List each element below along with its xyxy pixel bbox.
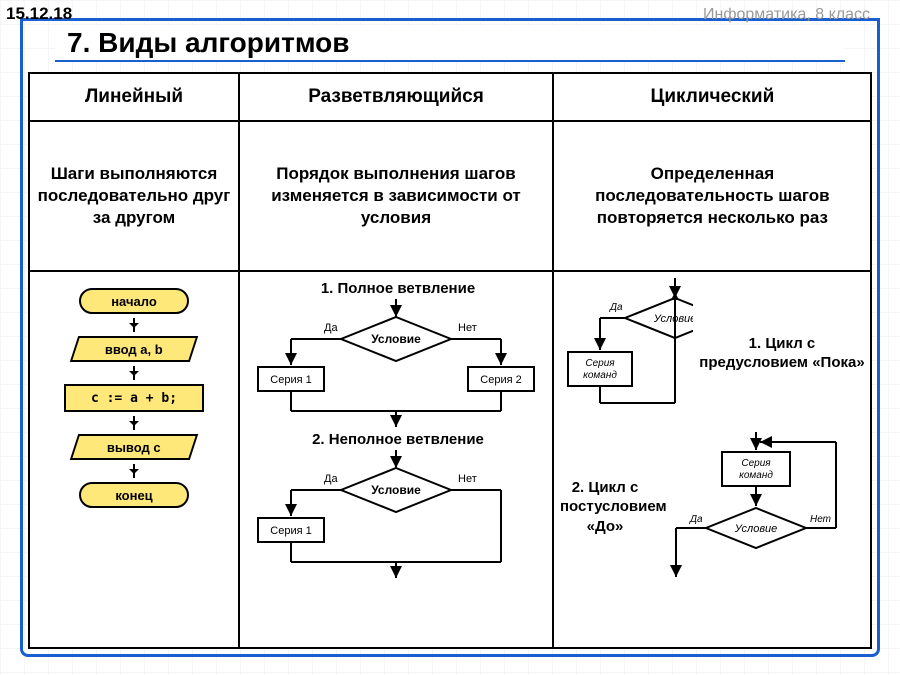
svg-text:Условие: Условие bbox=[734, 523, 778, 535]
desc-cycle: Определенная последовательность шагов по… bbox=[554, 122, 871, 272]
svg-text:Серия: Серия bbox=[741, 458, 771, 469]
desc-branch: Порядок выполнения шагов изменяется в за… bbox=[240, 122, 554, 272]
svg-text:команд: команд bbox=[739, 470, 773, 481]
branch-sub2: 2. Неполное ветвление bbox=[250, 431, 546, 448]
svg-text:Нет: Нет bbox=[810, 514, 831, 525]
diagram-linear: начало ввод a, b c := a + b; вывод c кон… bbox=[30, 272, 240, 647]
svg-text:Да: Да bbox=[609, 302, 623, 313]
col-head-cycle: Циклический bbox=[554, 74, 871, 122]
desc-linear: Шаги выполняются последовательно друг за… bbox=[30, 122, 240, 272]
diagram-branch: 1. Полное ветвление Условие Да Нет Серия bbox=[240, 272, 554, 647]
cycle-label1: 1. Цикл с предусловием «Пока» bbox=[699, 334, 865, 373]
linear-start: начало bbox=[79, 288, 189, 314]
algorithm-table: Линейный Разветвляющийся Циклический Шаг… bbox=[28, 72, 872, 649]
svg-text:Серия 1: Серия 1 bbox=[270, 525, 311, 537]
page-title: 7. Виды алгоритмов bbox=[55, 27, 349, 59]
full-branch-svg: Условие Да Нет Серия 1 Серия 2 bbox=[246, 299, 546, 429]
svg-text:Нет: Нет bbox=[458, 473, 477, 485]
col-head-linear: Линейный bbox=[30, 74, 240, 122]
linear-end: конец bbox=[79, 482, 189, 508]
while-svg: Условие Да Нет Серия команд bbox=[560, 278, 693, 428]
cycle-label2: 2. Цикл с постусловием «До» bbox=[560, 478, 650, 537]
title-bar: 7. Виды алгоритмов bbox=[55, 26, 845, 62]
partial-branch-svg: Условие Да Нет Серия 1 bbox=[246, 450, 546, 580]
svg-text:Условие: Условие bbox=[371, 483, 421, 497]
col-head-branch: Разветвляющийся bbox=[240, 74, 554, 122]
branch-sub1: 1. Полное ветвление bbox=[250, 280, 546, 297]
svg-text:Условие: Условие bbox=[653, 313, 694, 325]
svg-text:команд: команд bbox=[583, 370, 617, 381]
svg-text:Да: Да bbox=[324, 473, 338, 485]
svg-text:Серия 2: Серия 2 bbox=[480, 374, 521, 386]
svg-text:Да: Да bbox=[324, 322, 338, 334]
svg-text:Нет: Нет bbox=[458, 322, 477, 334]
linear-output: вывод c bbox=[70, 434, 198, 460]
subject-label: Информатика, 8 класс bbox=[703, 6, 870, 24]
svg-text:Серия: Серия bbox=[585, 358, 615, 369]
svg-text:Серия 1: Серия 1 bbox=[270, 374, 311, 386]
linear-input: ввод a, b bbox=[70, 336, 198, 362]
diagram-cycle: Условие Да Нет Серия команд bbox=[554, 272, 871, 647]
linear-process: c := a + b; bbox=[64, 384, 204, 412]
do-svg: Серия команд Условие Да Нет bbox=[656, 432, 856, 582]
date-label: 15.12.18 bbox=[6, 4, 72, 24]
svg-text:Условие: Условие bbox=[371, 332, 421, 346]
svg-text:Да: Да bbox=[689, 514, 703, 525]
